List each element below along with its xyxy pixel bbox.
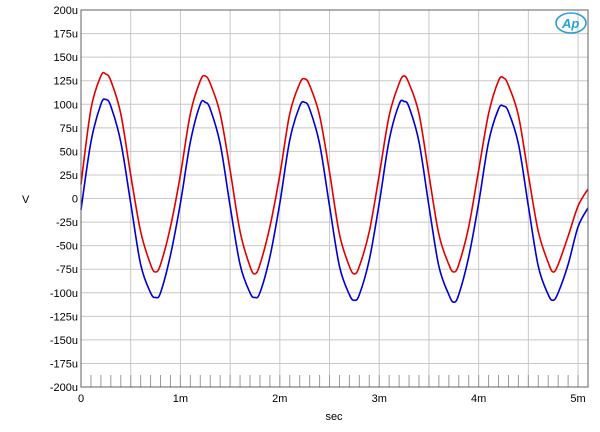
y-tick-label: -125u [50,311,78,323]
y-tick-label: 125u [54,76,78,88]
x-tick-label: 3m [372,393,387,405]
x-tick-label: 1m [173,393,188,405]
y-tick-label: -175u [50,358,78,370]
x-axis-label: sec [325,411,343,423]
svg-text:Ap: Ap [561,16,579,31]
y-tick-labels: 200u 175u 150u 125u 100u 75u 50u 25u 0 -25u -50u -7… [50,5,78,394]
y-tick-label: 50u [60,146,78,158]
y-tick-label: -100u [50,288,78,300]
minor-ticks [80,375,589,387]
series-line-1 [80,71,589,275]
y-axis-label: V [22,194,30,206]
y-tick-label: 175u [54,29,78,41]
y-tick-label: -200u [50,382,78,394]
plot-frame [80,9,589,388]
x-tick-labels: 0 1m 2m 3m 4m 5m [78,393,586,405]
x-tick-label: 2m [272,393,287,405]
y-tick-label: 150u [54,52,78,64]
y-tick-label: 100u [54,99,78,111]
y-tick-label: 200u [54,5,78,17]
series-layer [80,71,589,303]
y-tick-label: 0 [72,194,78,206]
x-tick-label: 4m [471,393,486,405]
y-tick-label: -25u [56,217,78,229]
grid [80,9,588,388]
x-tick-label: 0 [78,393,84,405]
y-tick-label: -75u [56,264,78,276]
y-tick-label: -50u [56,241,78,253]
x-tick-label: 5m [570,393,585,405]
y-tick-label: 25u [60,170,78,182]
ap-logo-icon: Ap [555,12,587,34]
series-line-2 [80,98,589,303]
y-tick-label: -150u [50,335,78,347]
y-tick-label: 75u [60,123,78,135]
